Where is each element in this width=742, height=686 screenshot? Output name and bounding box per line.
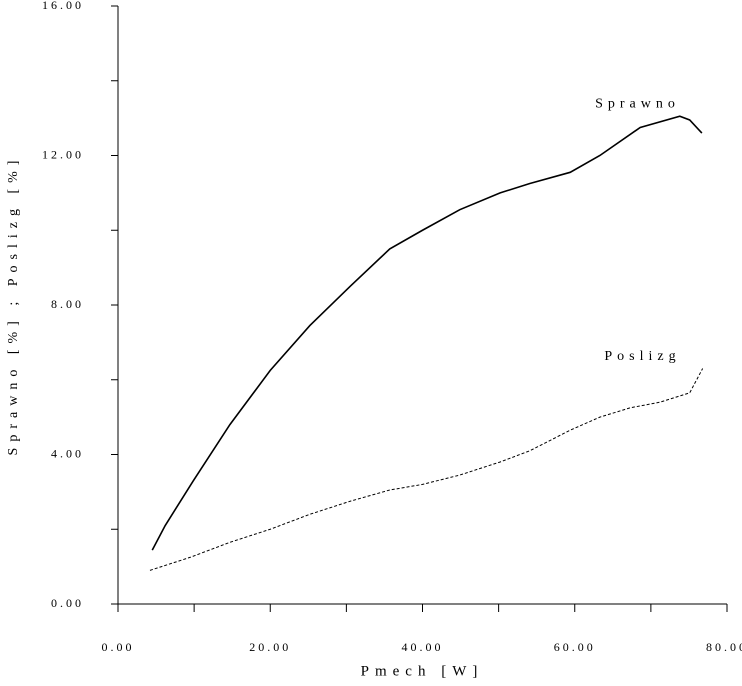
series-label: Sprawno xyxy=(595,96,680,111)
series-label: Poslizg xyxy=(604,349,680,364)
x-tick-label: 80.00 xyxy=(706,640,742,654)
series-line xyxy=(151,115,703,551)
y-tick-label: 4.00 xyxy=(51,446,84,460)
y-tick-label: 0.00 xyxy=(51,596,84,610)
y-tick-label: 8.00 xyxy=(51,297,84,311)
y-tick-label: 12.00 xyxy=(42,147,84,161)
x-tick-label: 60.00 xyxy=(554,640,596,654)
series-line xyxy=(149,368,704,571)
x-tick-label: 20.00 xyxy=(249,640,291,654)
y-tick-label: 16.00 xyxy=(42,0,84,12)
x-tick-label: 0.00 xyxy=(102,640,135,654)
x-tick-label: 40.00 xyxy=(402,640,444,654)
x-axis-label: Pmech [W] xyxy=(361,663,484,679)
y-axis-label: Sprawno [%] ; Poslizg [%] xyxy=(6,155,21,456)
